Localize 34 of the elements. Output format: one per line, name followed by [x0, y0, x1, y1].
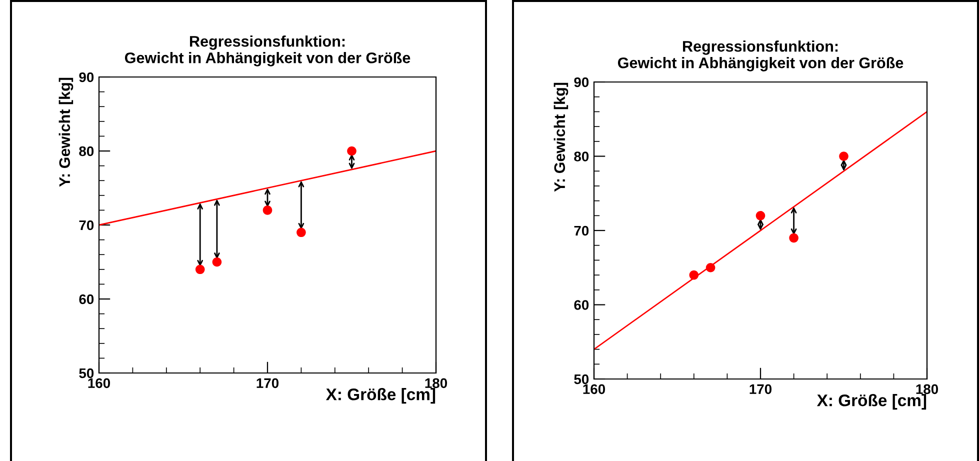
y-tick-label: 90 — [574, 77, 589, 88]
x-axis-title: X: Größe [cm] — [816, 394, 926, 410]
x-tick-label: 180 — [425, 378, 448, 388]
y-axis-title: Y: Gewicht [kg] — [554, 82, 568, 192]
chart-subtitle: Gewicht in Abhängigkeit von der Größe — [124, 52, 410, 66]
x-tick-label: 170 — [256, 378, 279, 388]
x-tick-label: 160 — [88, 378, 110, 388]
point — [789, 233, 798, 243]
point — [689, 270, 699, 280]
chart-title: Regressionsfunktion: — [190, 36, 345, 50]
x-tick-label: 180 — [916, 384, 938, 394]
y-tick-label: 70 — [574, 226, 589, 236]
y-tick-label: 80 — [574, 152, 589, 162]
point — [706, 262, 716, 272]
y-tick-label: 80 — [79, 146, 94, 156]
y-tick-label: 60 — [574, 300, 589, 310]
point — [347, 146, 356, 156]
chart-title: Regressionsfunktion: — [683, 40, 838, 55]
point — [212, 257, 222, 267]
point — [839, 152, 848, 161]
y-tick-label: 50 — [574, 374, 589, 384]
x-tick-label: 160 — [583, 384, 606, 394]
y-tick-label: 60 — [79, 294, 94, 304]
y-tick-label: 50 — [79, 368, 94, 378]
y-axis-title: Y: Gewicht [kg] — [58, 78, 74, 187]
y-tick-label: 70 — [79, 220, 94, 230]
point — [756, 210, 766, 220]
x-axis-title: X: Größe [cm] — [326, 388, 436, 404]
point — [195, 264, 205, 274]
point — [262, 206, 272, 215]
y-tick-label: 90 — [79, 72, 94, 82]
x-tick-label: 170 — [750, 384, 772, 394]
chart-subtitle: Gewicht in Abhängigkeit von der Größe — [618, 57, 904, 72]
point — [296, 228, 306, 238]
